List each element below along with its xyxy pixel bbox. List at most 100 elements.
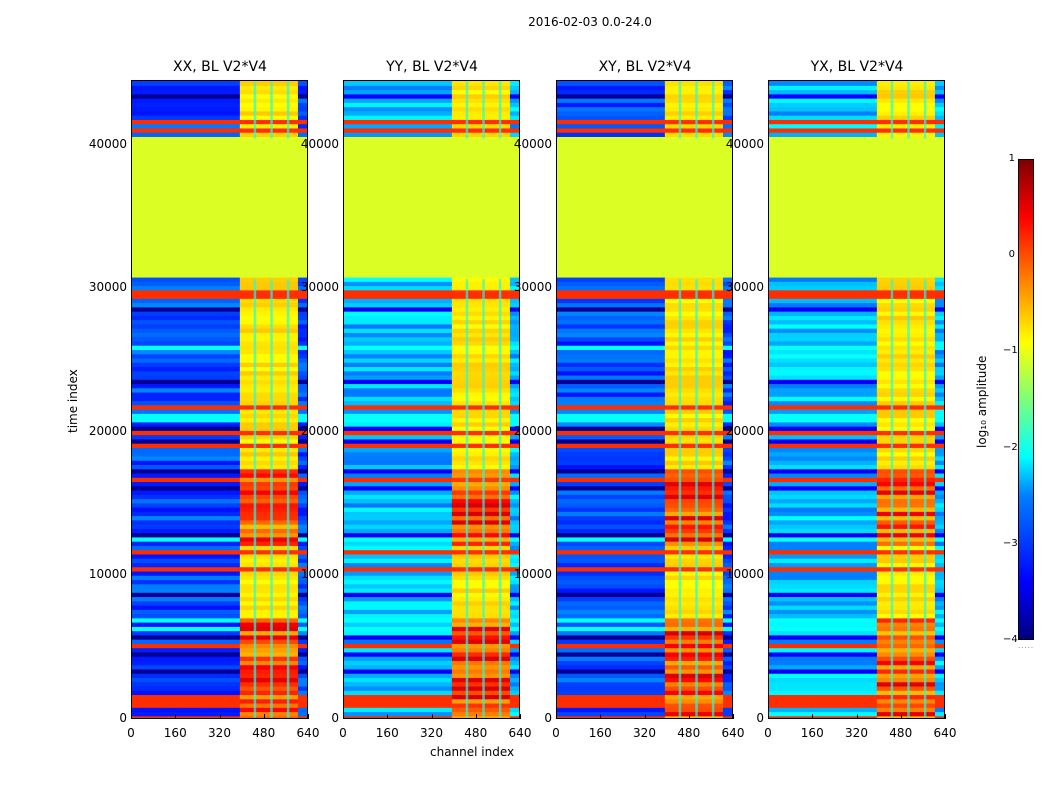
heatmap-cell [769, 170, 878, 176]
heatmap-cell [876, 238, 936, 244]
heatmap-cell [876, 276, 936, 282]
heatmap-cell [769, 417, 878, 423]
heatmap-cell [557, 617, 666, 623]
heatmap-cell [344, 464, 453, 470]
heatmap-cell [297, 421, 307, 427]
heatmap-cell [132, 592, 241, 598]
heatmap-cell [876, 136, 936, 142]
heatmap-cell [876, 489, 936, 495]
heatmap-cell [344, 144, 453, 150]
heatmap-cell [557, 315, 666, 321]
heatmap-cell [934, 149, 944, 155]
heatmap-cell [769, 460, 878, 465]
heatmap-cell [297, 502, 307, 508]
heatmap-cell [934, 634, 944, 640]
heatmap-cell [934, 685, 944, 691]
heatmap-cell [451, 217, 511, 223]
heatmap-cell [344, 515, 453, 521]
heatmap-cell [132, 677, 241, 683]
heatmap-cell [664, 183, 724, 189]
heatmap-cell [557, 630, 666, 636]
heatmap-cell [722, 434, 732, 440]
heatmap-cell [769, 225, 878, 231]
heatmap-cell [664, 387, 724, 393]
heatmap-cell [297, 698, 307, 704]
heatmap-cell [876, 613, 936, 619]
heatmap-cell [934, 651, 944, 657]
heatmap-cell [769, 528, 878, 534]
heatmap-cell [934, 230, 944, 235]
heatmap-cell [132, 323, 241, 329]
heatmap-cell [239, 170, 299, 176]
heatmap-cell [769, 541, 878, 546]
heatmap-cell [769, 451, 878, 457]
heatmap-cell [451, 511, 511, 517]
heatmap-cell [934, 587, 944, 593]
y-tick-label: 40000 [88, 136, 127, 151]
heatmap-cell [509, 626, 519, 632]
heatmap-cell [557, 707, 666, 713]
heatmap-cell [722, 409, 732, 414]
heatmap-cell [344, 617, 453, 623]
heatmap-cell [451, 268, 511, 274]
heatmap-cell [297, 647, 307, 653]
heatmap-cell [722, 174, 732, 180]
heatmap-cell [664, 434, 724, 440]
heatmap-cell [297, 340, 307, 346]
heatmap-cell [557, 127, 666, 133]
heatmap-cell [934, 340, 944, 346]
heatmap-cell [876, 391, 936, 397]
heatmap-cell [876, 609, 936, 615]
heatmap-cell [876, 259, 936, 265]
heatmap-cell [344, 306, 453, 312]
heatmap-cell [769, 255, 878, 261]
heatmap-panel-yx [768, 80, 945, 719]
heatmap-cell [664, 366, 724, 372]
heatmap-cell [557, 259, 666, 265]
heatmap-cell [934, 511, 944, 517]
heatmap-cell [132, 391, 241, 397]
heatmap-cell [934, 524, 944, 529]
heatmap-cell [297, 579, 307, 585]
heatmap-cell [344, 511, 453, 517]
x-tick-mark [343, 714, 344, 719]
heatmap-cell [557, 332, 666, 338]
heatmap-cell [297, 98, 307, 103]
heatmap-cell [132, 102, 241, 108]
y-tick-label: 0 [331, 711, 339, 725]
heatmap-cell [557, 532, 666, 538]
heatmap-cell [132, 434, 241, 440]
heatmap-cell [876, 396, 936, 402]
heatmap-cell [239, 153, 299, 159]
heatmap-cell [451, 294, 511, 299]
heatmap-cell [557, 370, 666, 376]
heatmap-cell [876, 566, 936, 572]
heatmap-cell [451, 311, 511, 316]
heatmap-cell [297, 587, 307, 593]
heatmap-cell [722, 575, 732, 581]
heatmap-cell [934, 259, 944, 265]
heatmap-cell [876, 575, 936, 581]
heatmap-cell [239, 157, 299, 163]
x-tick-label: 0 [552, 726, 560, 740]
heatmap-cell [297, 161, 307, 167]
channel-gap [253, 279, 257, 718]
heatmap-cell [769, 481, 878, 487]
heatmap-cell [876, 225, 936, 231]
heatmap-cell [664, 115, 724, 120]
heatmap-cell [769, 85, 878, 91]
heatmap-cell [239, 468, 299, 474]
heatmap-cell [509, 106, 519, 112]
colorbar-tick-label: −4 [1003, 634, 1018, 645]
heatmap-cell [876, 161, 936, 167]
heatmap-cell [769, 434, 878, 440]
heatmap-cell [239, 498, 299, 504]
heatmap-cell [934, 485, 944, 491]
heatmap-cell [509, 515, 519, 521]
heatmap-cell [722, 200, 732, 206]
heatmap-cell [297, 404, 307, 410]
heatmap-cell [722, 698, 732, 704]
heatmap-cell [297, 656, 307, 661]
heatmap-cell [557, 366, 666, 372]
heatmap-cell [722, 494, 732, 500]
